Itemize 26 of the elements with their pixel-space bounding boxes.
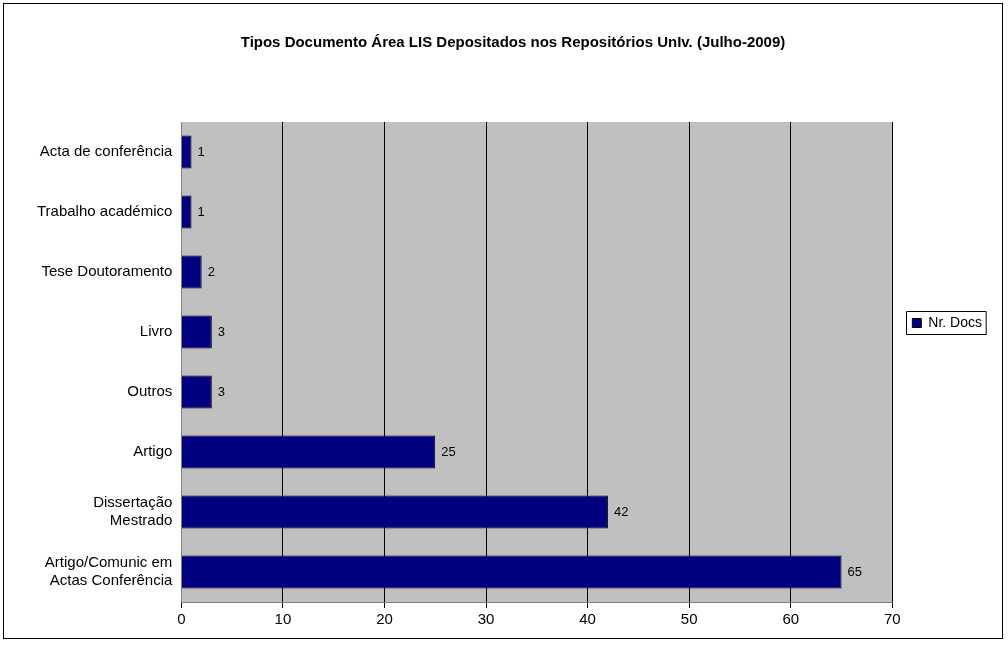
data-label: 3 (217, 383, 226, 399)
x-tick-label: 40 (579, 610, 596, 628)
x-tick-label: 10 (274, 610, 292, 628)
x-tick-label: 20 (376, 610, 393, 628)
y-tick-label: Livro (139, 322, 173, 340)
data-label: 65 (847, 563, 863, 579)
data-label: 3 (217, 323, 226, 339)
data-label: 1 (197, 203, 205, 219)
data-label: 2 (207, 263, 215, 279)
x-tick-label: 50 (680, 610, 698, 628)
x-tick-label: 0 (177, 610, 186, 628)
chart-title: Tipos Documento Área LIS Depositados nos Repositórios UnIv. (Julho-2009) (240, 33, 786, 51)
y-tick-label: Dissertação Mestrado (93, 493, 173, 529)
x-tick-label: 30 (477, 610, 495, 628)
x-tick-label: 70 (883, 610, 901, 628)
y-tick-label: Outros (127, 382, 173, 400)
y-tick-label: Artigo/Comunic em Actas Conferência (44, 553, 173, 589)
x-tick-label: 60 (782, 610, 800, 628)
data-label: 42 (613, 503, 629, 519)
y-tick-label: Tese Doutoramento (41, 262, 173, 280)
data-label: 1 (197, 143, 205, 159)
y-tick-label: Artigo (133, 442, 173, 460)
legend-label: Nr. Docs (928, 313, 983, 330)
y-tick-label: Acta de conferência (39, 142, 173, 160)
y-tick-label: Trabalho académico (36, 202, 173, 220)
data-label: 25 (441, 443, 456, 459)
